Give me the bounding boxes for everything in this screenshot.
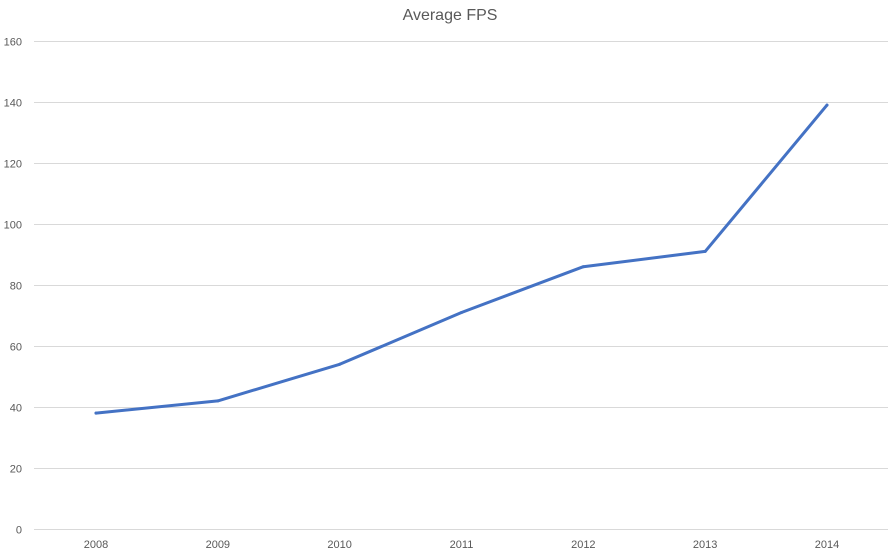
x-tick-label: 2012 bbox=[571, 539, 595, 551]
series-layer bbox=[94, 103, 829, 415]
data-point bbox=[94, 411, 98, 415]
y-axis-ticks: 0 20 40 60 80 100 120 140 160 bbox=[4, 37, 22, 537]
x-tick-label: 2009 bbox=[206, 539, 230, 551]
data-point bbox=[703, 249, 707, 253]
data-point bbox=[338, 362, 342, 366]
gridlines bbox=[34, 41, 888, 530]
data-point bbox=[581, 265, 585, 269]
x-tick-label: 2008 bbox=[84, 539, 108, 551]
y-tick-label: 160 bbox=[4, 37, 22, 49]
x-tick-label: 2011 bbox=[450, 539, 474, 551]
data-point bbox=[460, 311, 463, 314]
data-point bbox=[216, 399, 220, 403]
chart-title: Average FPS bbox=[403, 7, 498, 24]
y-tick-label: 0 bbox=[16, 525, 22, 537]
data-point bbox=[825, 103, 829, 107]
x-axis-ticks: 2008 2009 2010 2011 2012 2013 2014 bbox=[84, 539, 839, 551]
x-tick-label: 2014 bbox=[815, 539, 839, 551]
x-tick-label: 2010 bbox=[327, 539, 351, 551]
y-tick-label: 80 bbox=[10, 281, 22, 293]
x-tick-label: 2013 bbox=[693, 539, 717, 551]
y-tick-label: 140 bbox=[4, 98, 22, 110]
y-tick-label: 40 bbox=[10, 403, 22, 415]
y-tick-label: 120 bbox=[4, 159, 22, 171]
series-line bbox=[94, 103, 829, 415]
y-tick-label: 100 bbox=[4, 220, 22, 232]
y-tick-label: 20 bbox=[10, 464, 22, 476]
y-tick-label: 60 bbox=[10, 342, 22, 354]
